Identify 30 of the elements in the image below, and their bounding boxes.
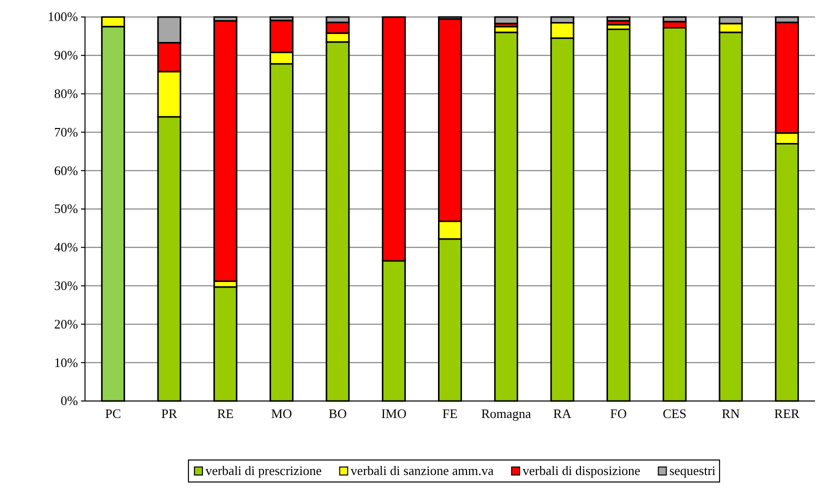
x-tick-label: BO [328, 406, 347, 422]
y-tick-label: 30% [54, 278, 78, 293]
x-tick-label: CES [662, 406, 687, 422]
y-tick-label: 10% [54, 354, 78, 370]
y-tick-label: 90% [54, 48, 78, 63]
y-tick-label: 20% [54, 316, 78, 332]
y-tick-label: 40% [54, 240, 78, 255]
x-tick-label: RER [774, 406, 800, 422]
y-tick-label: 60% [54, 162, 78, 178]
y-tick-label: 70% [54, 124, 78, 140]
x-tick-label: FO [610, 406, 627, 422]
x-tick-label: PC [105, 406, 122, 422]
y-tick-label: 0% [60, 393, 78, 408]
legend-label: verbali di disposizione [522, 463, 641, 478]
bar [494, 16, 518, 24]
legend-label: verbali di sanzione amm.va [350, 463, 494, 478]
legend-label: verbali di prescrizione [205, 463, 322, 478]
x-tick-label: Romagna [481, 406, 532, 422]
y-tick-label: 50% [54, 201, 78, 216]
x-tick-label: MO [271, 406, 292, 422]
y-tick-label: 80% [54, 86, 78, 101]
y-tick-label: 100% [48, 9, 78, 24]
x-tick-label: PR [161, 406, 178, 422]
x-tick-label: RE [217, 406, 234, 422]
x-tick-label: RN [722, 406, 740, 422]
x-tick-label: RA [553, 406, 572, 422]
legend-label: sequestri [669, 463, 716, 478]
x-tick-label: IMO [381, 406, 406, 422]
x-tick-label: FE [442, 406, 458, 422]
bar [606, 16, 630, 22]
